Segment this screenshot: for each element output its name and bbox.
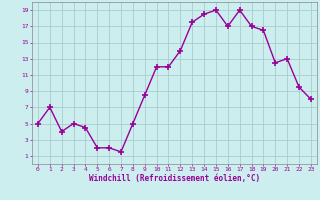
- X-axis label: Windchill (Refroidissement éolien,°C): Windchill (Refroidissement éolien,°C): [89, 174, 260, 183]
